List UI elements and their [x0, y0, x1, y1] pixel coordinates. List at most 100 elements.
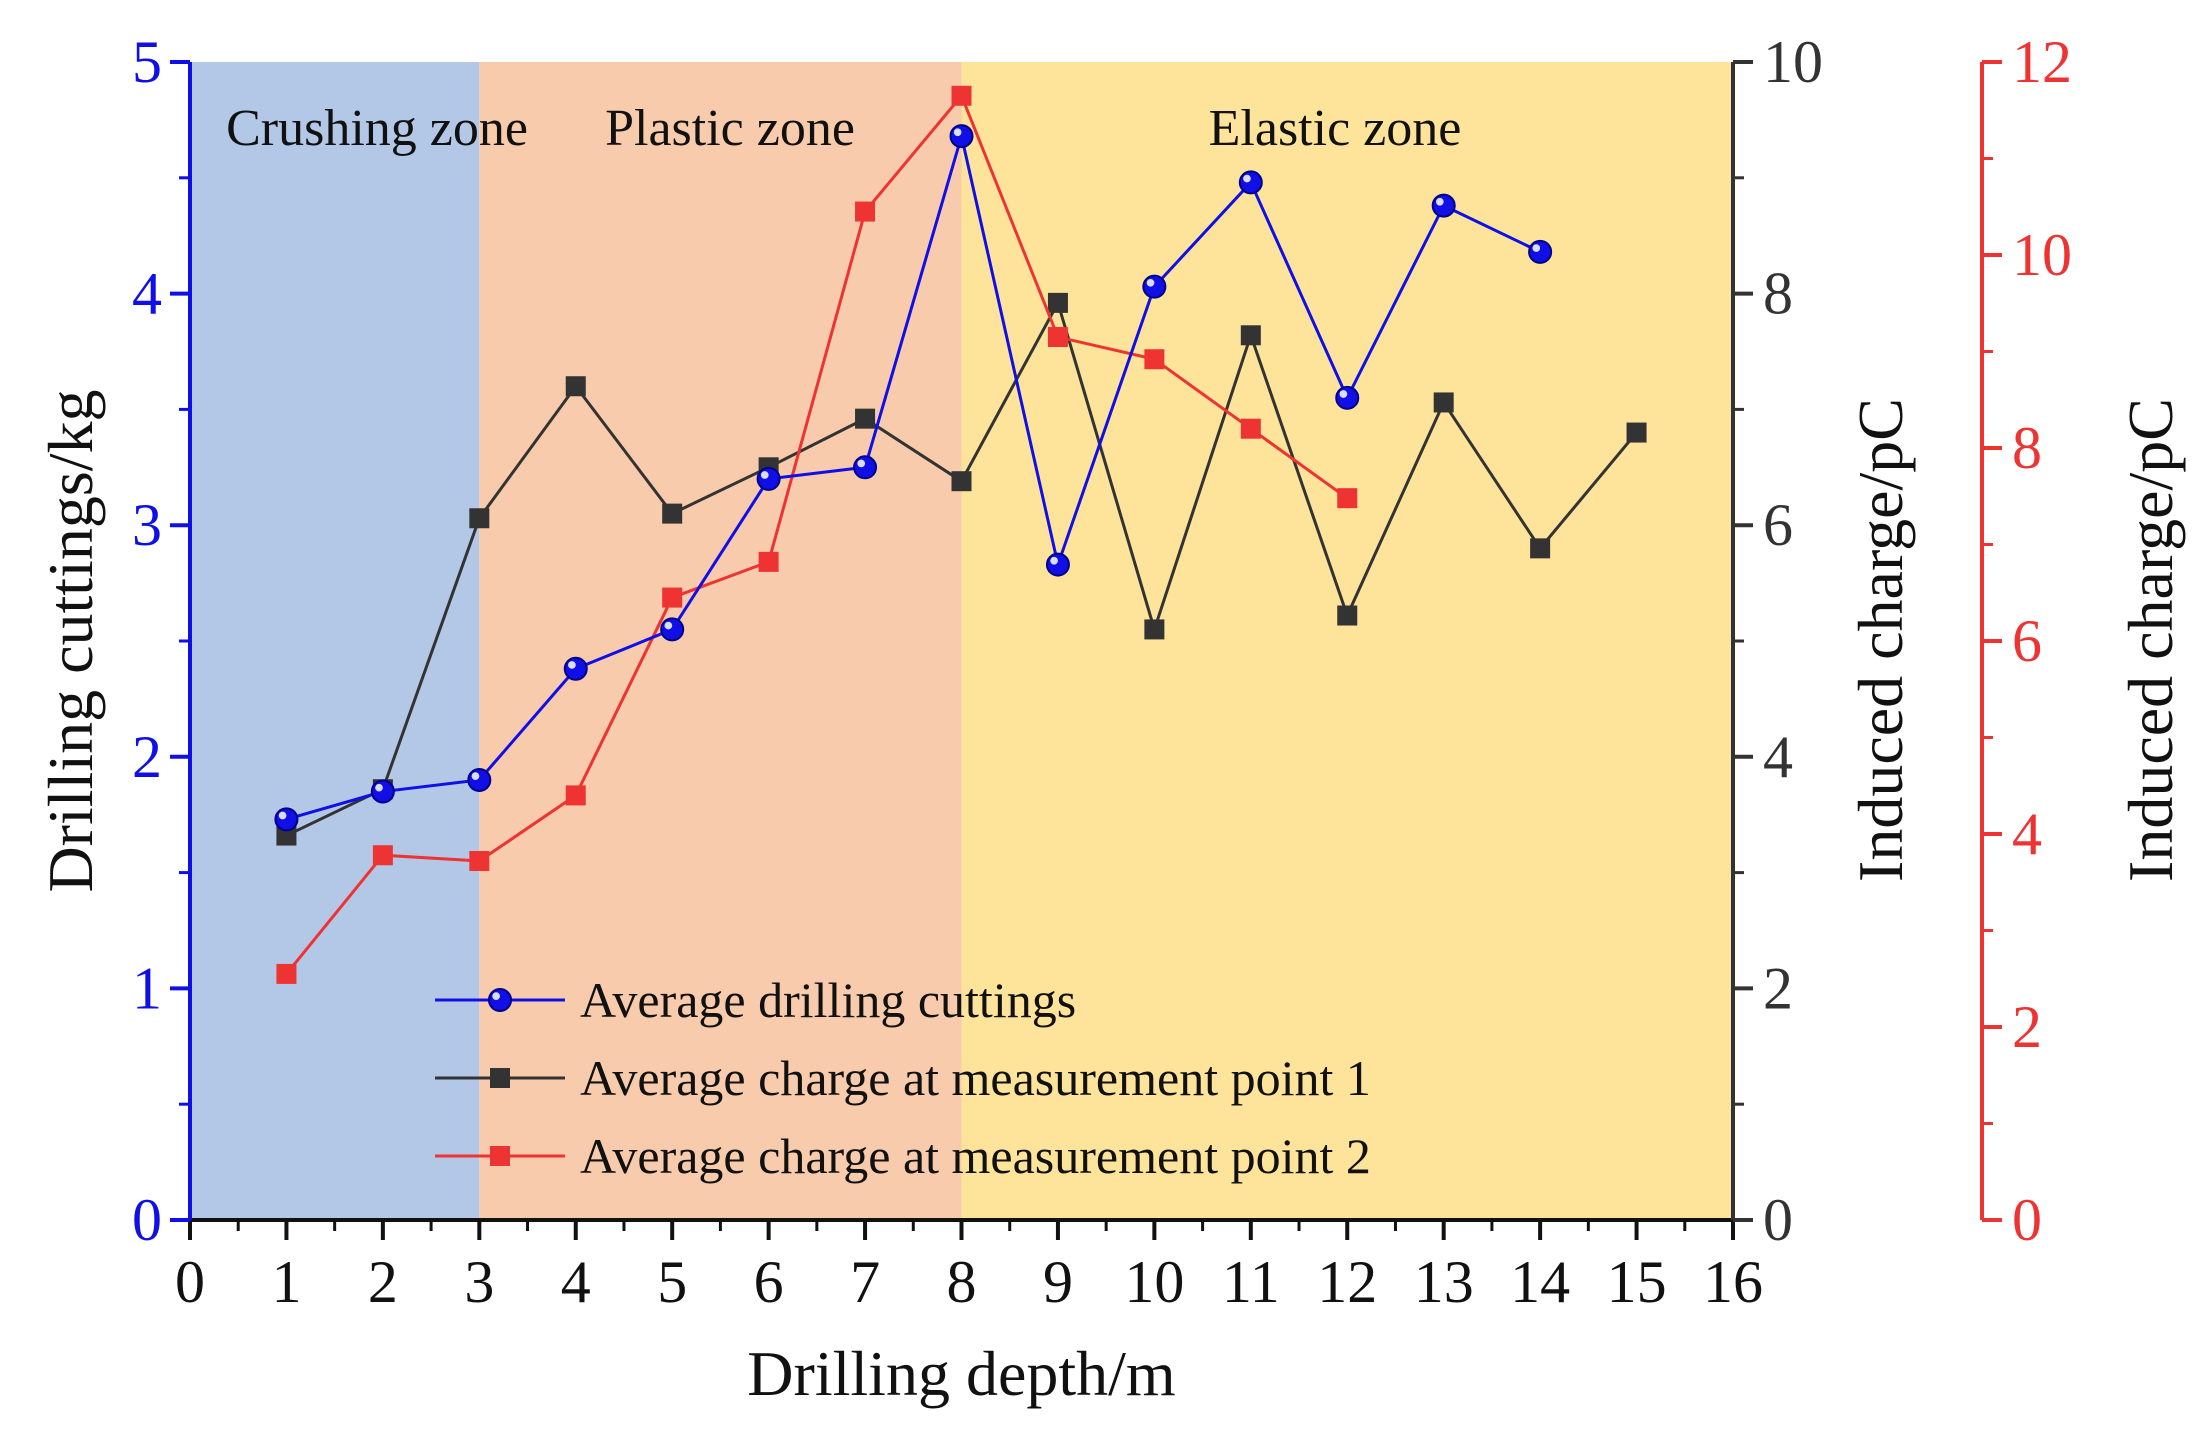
series-3-point	[1047, 327, 1068, 348]
x-tick-label: 9	[1043, 1249, 1073, 1315]
series-1-point-highlight	[471, 772, 480, 780]
series-2-point	[855, 408, 876, 429]
legend: Average drilling cuttings Average charge …	[435, 972, 1371, 1184]
axes-layer: 0 1 2 3 4 5 6 7 8 9 10 11 12 13 14 15 160123450246810024…	[132, 29, 2072, 1315]
series-2-point	[1530, 538, 1551, 559]
series-1-point	[1238, 170, 1263, 195]
series-2-point	[951, 471, 972, 492]
legend-marker-1-highlight	[492, 992, 500, 1001]
x-tick-label: 4	[561, 1249, 591, 1315]
x-tick-label: 1	[271, 1249, 301, 1315]
series-layer	[274, 85, 1647, 984]
series-1-point	[660, 617, 685, 642]
series-1-point-highlight	[953, 128, 962, 137]
series-1-point-highlight	[1339, 390, 1348, 398]
x-tick-label: 12	[1317, 1249, 1377, 1315]
axis-titles: Drilling depth/m Drilling cuttings/kg In…	[35, 389, 2186, 1409]
series-1	[274, 124, 1553, 832]
series-3	[276, 85, 1358, 984]
legend-marker-3	[490, 1146, 510, 1166]
series-2-point	[662, 503, 683, 524]
zone-label-1: Crushing zone	[226, 100, 528, 157]
zone-1	[190, 62, 480, 1220]
y-tick-label: 3	[132, 492, 162, 558]
series-1-point	[1431, 193, 1456, 218]
series-1-point-highlight	[278, 811, 287, 820]
series-1-point-highlight	[857, 459, 866, 468]
y3-tick-label: 4	[2012, 801, 2042, 867]
x-tick-label: 14	[1510, 1249, 1570, 1315]
series-3-point	[276, 963, 297, 984]
series-1-point	[1045, 552, 1070, 577]
series-3-point	[1240, 418, 1261, 439]
series-3-line	[285, 92, 1349, 975]
y2-tick-label: 2	[1763, 955, 1793, 1021]
zone-labels: Crushing zone Plastic zone Elastic zone	[226, 100, 1461, 157]
series-3-point	[855, 201, 876, 222]
series-1-point	[563, 656, 588, 681]
y3-tick-label: 0	[2012, 1187, 2042, 1253]
zones-layer	[190, 62, 1733, 1220]
series-1-point-highlight	[1050, 556, 1058, 565]
series-3-point	[1337, 488, 1358, 509]
y2-tick-label: 0	[1763, 1187, 1793, 1253]
y2-axis-title: Induced charge/pC	[1845, 398, 1916, 882]
series-1-point-highlight	[1146, 278, 1155, 287]
series-2-point	[1433, 392, 1454, 413]
series-1-point	[467, 767, 492, 792]
y2-tick-label: 8	[1763, 261, 1793, 327]
series-1-point-highlight	[568, 661, 576, 669]
x-tick-label: 15	[1607, 1249, 1667, 1315]
x-tick-label: 6	[754, 1249, 784, 1315]
series-3-point	[951, 85, 972, 106]
series-1-point	[274, 807, 299, 832]
legend-marker-2	[490, 1068, 510, 1088]
series-2-point	[1047, 292, 1068, 313]
series-2-point	[1337, 605, 1358, 626]
series-3-point	[662, 587, 683, 608]
x-tick-label: 0	[175, 1249, 205, 1315]
series-1-point	[756, 466, 781, 491]
series-1-point-highlight	[1532, 244, 1541, 252]
series-2-point	[276, 825, 297, 846]
series-3-point	[372, 845, 393, 866]
y2-tick-label: 10	[1763, 29, 1823, 95]
series-2-point	[565, 376, 586, 397]
series-1-point-highlight	[664, 621, 673, 630]
series-3-point	[469, 851, 490, 872]
x-tick-label: 5	[657, 1249, 687, 1315]
y-tick-label: 2	[132, 724, 162, 790]
series-2-point	[469, 508, 490, 529]
series-1-point-highlight	[1435, 197, 1444, 206]
series-1-point	[1528, 239, 1553, 264]
y-tick-label: 5	[132, 29, 162, 95]
series-1-point	[370, 779, 395, 804]
series-1-point	[1335, 385, 1360, 410]
legend-label-1: Average drilling cuttings	[580, 972, 1076, 1028]
legend-label-3: Average charge at measurement point 2	[580, 1128, 1371, 1184]
y-tick-label: 0	[132, 1187, 162, 1253]
series-2-point	[1626, 422, 1647, 443]
y-axis-title: Drilling cuttings/kg	[35, 389, 106, 892]
zone-label-2: Plastic zone	[605, 100, 855, 157]
x-tick-label: 2	[368, 1249, 398, 1315]
y3-tick-label: 6	[2012, 608, 2042, 674]
x-tick-label: 8	[947, 1249, 977, 1315]
series-1-line	[286, 135, 1541, 821]
y-tick-label: 4	[132, 261, 162, 327]
x-axis-title: Drilling depth/m	[747, 1338, 1175, 1409]
series-1-point-highlight	[1243, 174, 1251, 183]
y3-axis-title: Induced charge/pC	[2115, 398, 2186, 882]
x-tick-label: 7	[850, 1249, 880, 1315]
series-1-point	[853, 455, 878, 480]
x-tick-label: 11	[1222, 1249, 1280, 1315]
x-tick-label: 16	[1703, 1249, 1763, 1315]
legend-marker-1	[488, 988, 512, 1012]
x-tick-label: 3	[464, 1249, 494, 1315]
zone-3	[961, 62, 1733, 1220]
y2-tick-label: 6	[1763, 492, 1793, 558]
series-2-point	[1144, 619, 1165, 640]
x-tick-label: 13	[1414, 1249, 1474, 1315]
